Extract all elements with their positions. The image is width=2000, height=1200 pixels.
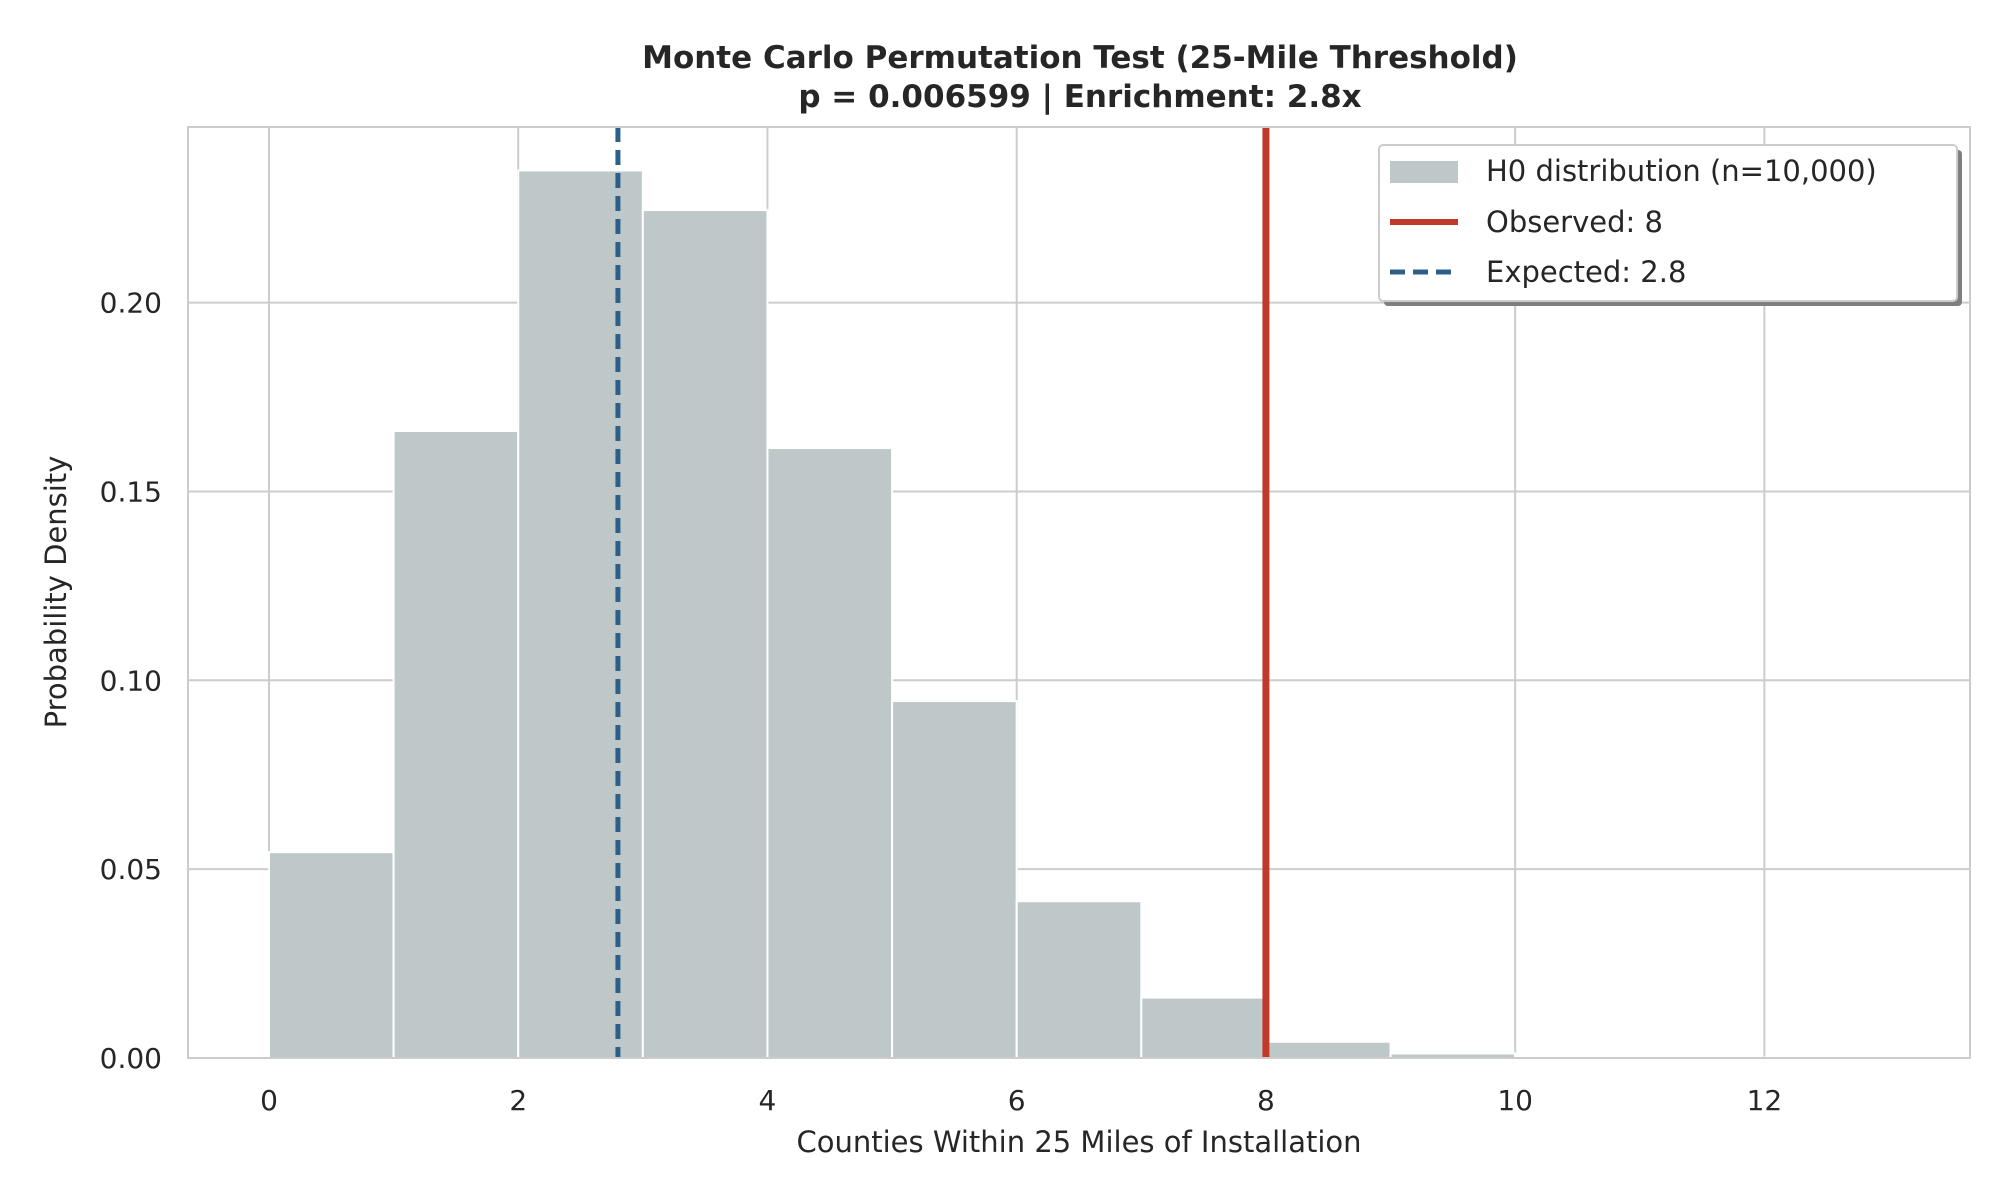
histogram-bar [641, 209, 769, 1060]
chart-title: Monte Carlo Permutation Test (25-Mile Th… [642, 40, 1518, 76]
y-tick-label: 0.05 [100, 853, 162, 886]
histogram-bar [392, 430, 520, 1060]
histogram-bar [891, 700, 1018, 1059]
x-tick-label: 4 [759, 1084, 777, 1117]
x-tick-label: 2 [509, 1084, 527, 1117]
legend-box [1378, 144, 1958, 302]
x-tick-label: 8 [1257, 1084, 1275, 1117]
legend-label-expected: Expected: 2.8 [1486, 255, 1686, 289]
x-axis-label: Counties Within 25 Miles of Installation [796, 1125, 1361, 1159]
histogram-bar [517, 169, 644, 1059]
legend-label-h0: H0 distribution (n=10,000) [1486, 154, 1877, 188]
histogram-bar [1015, 900, 1143, 1060]
y-tick-label: 0.15 [100, 475, 162, 508]
y-tick-label: 0.20 [100, 287, 162, 320]
y-tick-label: 0.00 [100, 1042, 162, 1075]
y-tick-labels: 0.00 0.05 0.10 0.15 0.20 [100, 287, 162, 1075]
histogram-bars [268, 169, 1891, 1060]
x-tick-label: 0 [260, 1084, 278, 1117]
y-tick-label: 0.10 [100, 664, 162, 697]
y-axis-label: Probability Density [39, 456, 73, 729]
histogram-bar [268, 851, 395, 1059]
histogram-bar [766, 447, 894, 1059]
reference-lines [615, 127, 1270, 1058]
chart-subtitle: p = 0.006599 | Enrichment: 2.8x [798, 79, 1361, 115]
x-tick-label: 10 [1497, 1084, 1533, 1117]
x-tick-label: 6 [1008, 1084, 1026, 1117]
legend-label-observed: Observed: 8 [1486, 205, 1663, 239]
x-tick-label: 12 [1747, 1084, 1783, 1117]
legend: H0 distribution (n=10,000) Observed: 8 E… [1378, 144, 1962, 306]
histogram-bar [1140, 996, 1267, 1060]
plot-frame [187, 126, 1971, 1059]
x-tick-labels: 0 2 4 6 8 10 12 [260, 1084, 1782, 1117]
legend-patch-h0 [1390, 161, 1458, 183]
histogram-bar [1264, 1040, 1392, 1059]
